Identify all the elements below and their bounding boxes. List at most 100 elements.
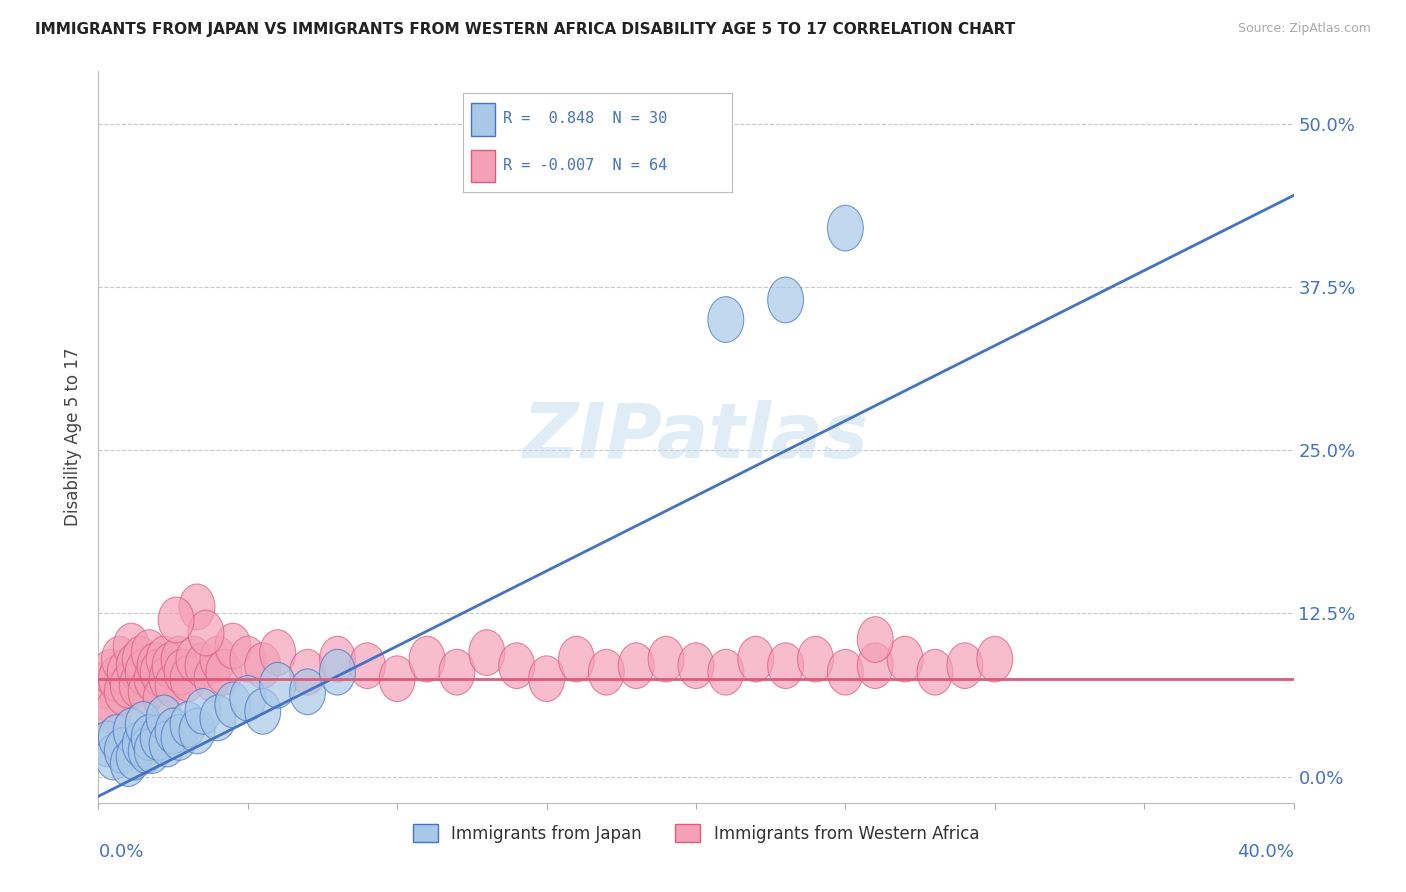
- Ellipse shape: [231, 675, 266, 721]
- Ellipse shape: [122, 636, 159, 682]
- Ellipse shape: [768, 643, 804, 689]
- Ellipse shape: [128, 728, 165, 773]
- Ellipse shape: [409, 636, 446, 682]
- Ellipse shape: [138, 643, 173, 689]
- Ellipse shape: [96, 689, 131, 734]
- Text: 0.0%: 0.0%: [98, 843, 143, 861]
- Ellipse shape: [98, 714, 135, 760]
- Text: ZIPatlas: ZIPatlas: [523, 401, 869, 474]
- Ellipse shape: [827, 205, 863, 251]
- Ellipse shape: [107, 649, 143, 695]
- Ellipse shape: [797, 636, 834, 682]
- Ellipse shape: [159, 597, 194, 643]
- Ellipse shape: [155, 708, 191, 754]
- Ellipse shape: [96, 734, 131, 780]
- Ellipse shape: [170, 702, 207, 747]
- Ellipse shape: [215, 682, 250, 728]
- Ellipse shape: [146, 636, 183, 682]
- Ellipse shape: [231, 636, 266, 682]
- Text: Source: ZipAtlas.com: Source: ZipAtlas.com: [1237, 22, 1371, 36]
- Ellipse shape: [93, 649, 128, 695]
- Ellipse shape: [948, 643, 983, 689]
- Ellipse shape: [110, 740, 146, 787]
- Ellipse shape: [149, 656, 186, 702]
- Ellipse shape: [499, 643, 534, 689]
- Ellipse shape: [709, 297, 744, 343]
- Ellipse shape: [90, 721, 125, 767]
- Ellipse shape: [709, 649, 744, 695]
- Ellipse shape: [589, 649, 624, 695]
- Ellipse shape: [858, 616, 893, 663]
- Ellipse shape: [186, 689, 221, 734]
- Ellipse shape: [858, 643, 893, 689]
- Ellipse shape: [768, 277, 804, 323]
- Ellipse shape: [176, 636, 212, 682]
- Ellipse shape: [215, 624, 250, 669]
- Ellipse shape: [98, 656, 135, 702]
- Ellipse shape: [194, 656, 231, 702]
- Ellipse shape: [470, 630, 505, 675]
- Ellipse shape: [152, 643, 188, 689]
- Ellipse shape: [380, 656, 415, 702]
- Ellipse shape: [131, 714, 167, 760]
- Ellipse shape: [125, 649, 162, 695]
- Ellipse shape: [678, 643, 714, 689]
- Ellipse shape: [207, 649, 242, 695]
- Ellipse shape: [917, 649, 953, 695]
- Ellipse shape: [887, 636, 924, 682]
- Ellipse shape: [110, 663, 146, 708]
- Text: IMMIGRANTS FROM JAPAN VS IMMIGRANTS FROM WESTERN AFRICA DISABILITY AGE 5 TO 17 C: IMMIGRANTS FROM JAPAN VS IMMIGRANTS FROM…: [35, 22, 1015, 37]
- Ellipse shape: [104, 728, 141, 773]
- Ellipse shape: [141, 649, 176, 695]
- Ellipse shape: [128, 669, 165, 714]
- Ellipse shape: [87, 663, 122, 708]
- Ellipse shape: [827, 649, 863, 695]
- Ellipse shape: [186, 643, 221, 689]
- Ellipse shape: [977, 636, 1012, 682]
- Ellipse shape: [165, 649, 200, 695]
- Ellipse shape: [114, 708, 149, 754]
- Ellipse shape: [188, 610, 224, 656]
- Ellipse shape: [146, 695, 183, 740]
- Ellipse shape: [319, 636, 356, 682]
- Ellipse shape: [290, 649, 326, 695]
- Ellipse shape: [738, 636, 773, 682]
- Text: 40.0%: 40.0%: [1237, 843, 1294, 861]
- Ellipse shape: [439, 649, 475, 695]
- Ellipse shape: [619, 643, 654, 689]
- Legend: Immigrants from Japan, Immigrants from Western Africa: Immigrants from Japan, Immigrants from W…: [406, 818, 986, 849]
- Ellipse shape: [319, 649, 356, 695]
- Ellipse shape: [200, 636, 236, 682]
- Ellipse shape: [143, 675, 179, 721]
- Ellipse shape: [245, 689, 281, 734]
- Ellipse shape: [141, 714, 176, 760]
- Ellipse shape: [117, 734, 152, 780]
- Ellipse shape: [155, 663, 191, 708]
- Ellipse shape: [104, 669, 141, 714]
- Ellipse shape: [122, 721, 159, 767]
- Ellipse shape: [245, 643, 281, 689]
- Ellipse shape: [179, 584, 215, 630]
- Ellipse shape: [648, 636, 685, 682]
- Ellipse shape: [131, 630, 167, 675]
- Ellipse shape: [260, 630, 295, 675]
- Ellipse shape: [117, 643, 152, 689]
- Ellipse shape: [162, 714, 197, 760]
- Ellipse shape: [114, 624, 149, 669]
- Ellipse shape: [179, 708, 215, 754]
- Ellipse shape: [90, 675, 125, 721]
- Ellipse shape: [120, 663, 155, 708]
- Ellipse shape: [135, 728, 170, 773]
- Ellipse shape: [135, 656, 170, 702]
- Ellipse shape: [200, 695, 236, 740]
- Ellipse shape: [125, 702, 162, 747]
- Y-axis label: Disability Age 5 to 17: Disability Age 5 to 17: [65, 348, 83, 526]
- Ellipse shape: [260, 663, 295, 708]
- Ellipse shape: [558, 636, 595, 682]
- Ellipse shape: [290, 669, 326, 714]
- Ellipse shape: [350, 643, 385, 689]
- Ellipse shape: [162, 636, 197, 682]
- Ellipse shape: [529, 656, 565, 702]
- Ellipse shape: [170, 656, 207, 702]
- Ellipse shape: [149, 721, 186, 767]
